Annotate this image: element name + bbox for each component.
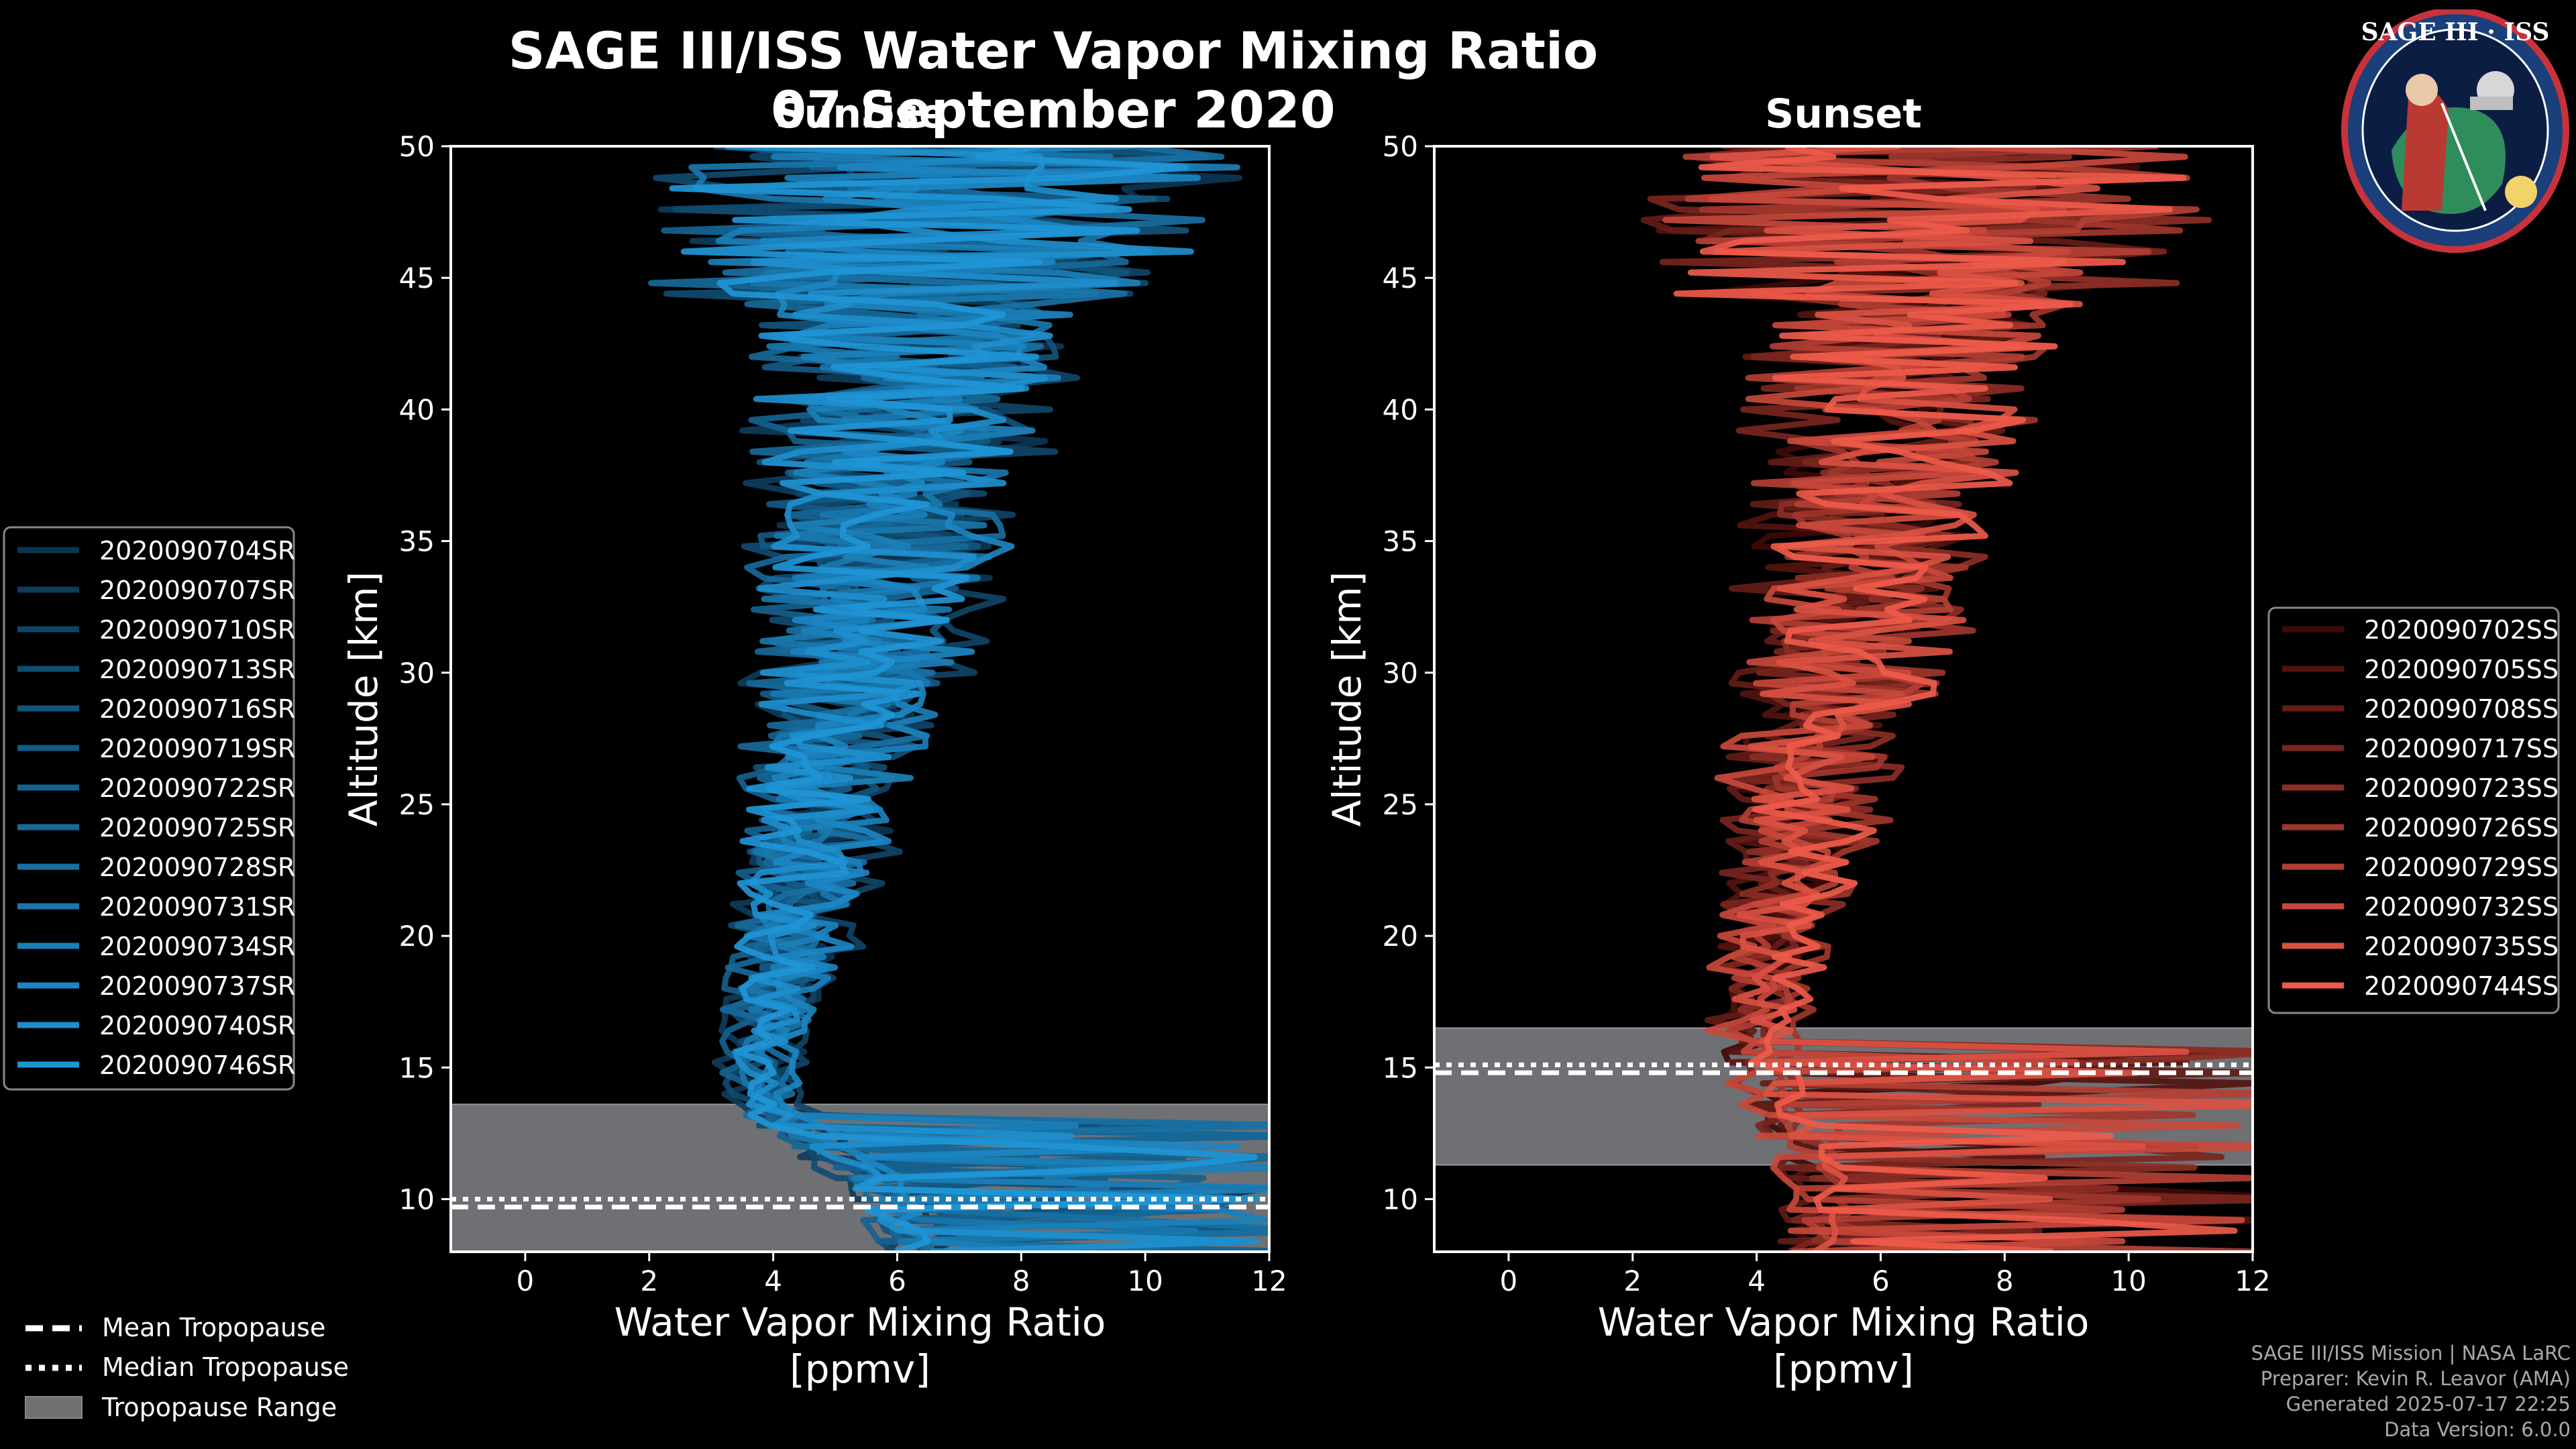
footer-generated: Generated 2025-07-17 22:25	[2286, 1393, 2571, 1415]
chart-title: SAGE III/ISS Water Vapor Mixing Ratio	[508, 21, 1599, 80]
sunset-panel: 0 2 4 6 8 10 12 10 15 20 25 30 35 40 45 50 Water Vapor M…	[1324, 130, 2271, 1392]
sunrise-legend-label-2020090737SR: 2020090737SR	[99, 971, 295, 1001]
sunrise-legend-label-2020090725SR: 2020090725SR	[99, 813, 295, 843]
sunrise-legend-label-2020090731SR: 2020090731SR	[99, 892, 295, 922]
sunrise-xtick-label-12: 12	[1251, 1265, 1287, 1297]
sunrise-legend-label-2020090722SR: 2020090722SR	[99, 773, 295, 803]
sunrise-ytick-label-50: 50	[399, 130, 435, 163]
tropopause-range-label: Tropopause Range	[101, 1393, 337, 1422]
sunrise-panel: 0 2 4 6 8 10 12 10 15 20 25 30 35 40 45 50 Water Vapor M…	[341, 130, 1287, 1392]
sunset-ytick-label-45: 45	[1383, 262, 1418, 294]
sunset-label: Sunset	[1765, 91, 1922, 138]
median-tropopause-label: Median Tropopause	[102, 1352, 349, 1382]
sunset-ytick-label-40: 40	[1383, 393, 1418, 426]
sunrise-xlabel-line2: [ppmv]	[790, 1346, 930, 1392]
sunset-legend: 2020090702SS 2020090705SS 2020090708SS 2020…	[2267, 606, 2560, 1014]
sunset-legend-label-2020090729SS: 2020090729SS	[2364, 853, 2559, 882]
footer-mission: SAGE III/ISS Mission | NASA LaRC	[2251, 1342, 2571, 1364]
sunrise-xtick-label-10: 10	[1127, 1265, 1163, 1297]
sunrise-ytick-label-35: 35	[399, 525, 435, 558]
sunrise-legend-label-2020090704SR: 2020090704SR	[99, 536, 295, 566]
sunset-ytick-label-15: 15	[1383, 1051, 1418, 1084]
tropopause-range-swatch	[25, 1396, 83, 1419]
sunset-legend-label-2020090735SS: 2020090735SS	[2364, 932, 2559, 961]
sunset-ytick-label-30: 30	[1383, 657, 1418, 690]
footer-preparer: Preparer: Kevin R. Leavor (AMA)	[2260, 1367, 2571, 1390]
sunrise-ytick-label-40: 40	[399, 393, 435, 426]
sunrise-xlabel-line1: Water Vapor Mixing Ratio	[614, 1299, 1106, 1345]
sunset-legend-label-2020090702SS: 2020090702SS	[2364, 615, 2559, 645]
sunrise-legend-label-2020090728SR: 2020090728SR	[99, 853, 295, 882]
sunrise-legend-label-2020090734SR: 2020090734SR	[99, 932, 295, 961]
sunset-legend-label-2020090732SS: 2020090732SS	[2364, 892, 2559, 922]
sunrise-ytick-label-30: 30	[399, 657, 435, 690]
sunrise-legend-label-2020090713SR: 2020090713SR	[99, 655, 295, 684]
sunrise-ytick-label-25: 25	[399, 788, 435, 821]
sunset-legend-label-2020090705SS: 2020090705SS	[2364, 655, 2559, 684]
sunrise-legend-label-2020090746SR: 2020090746SR	[99, 1051, 295, 1080]
sunrise-profile-2020090737SR	[759, 146, 1250, 1252]
sunrise-xtick-label-4: 4	[764, 1265, 782, 1297]
sunset-ytick-label-25: 25	[1383, 788, 1418, 821]
sunset-legend-label-2020090744SS: 2020090744SS	[2364, 971, 2559, 1001]
sunset-ylabel: Altitude [km]	[1324, 572, 1370, 826]
sunrise-legend-label-2020090716SR: 2020090716SR	[99, 694, 295, 724]
sunrise-xtick-label-2: 2	[640, 1265, 658, 1297]
sunset-axes-frame	[1433, 145, 2254, 1253]
sunset-legend-label-2020090708SS: 2020090708SS	[2364, 694, 2559, 724]
sunrise-legend-label-2020090707SR: 2020090707SR	[99, 576, 295, 605]
sunset-xtick-label-2: 2	[1623, 1265, 1642, 1297]
sunrise-legend-label-2020090740SR: 2020090740SR	[99, 1011, 295, 1040]
sunset-legend-label-2020090723SS: 2020090723SS	[2364, 773, 2559, 803]
sunrise-xtick-label-0: 0	[517, 1265, 535, 1297]
sunrise-ytick-label-45: 45	[399, 262, 435, 294]
sunset-xtick-label-0: 0	[1500, 1265, 1518, 1297]
sunset-xtick-label-10: 10	[2110, 1265, 2146, 1297]
sunrise-profile-2020090746SR	[669, 146, 1258, 1252]
sunrise-xtick-label-8: 8	[1012, 1265, 1030, 1297]
sunrise-axes-frame	[449, 145, 1271, 1253]
sunrise-label: Sunrise	[775, 91, 946, 138]
sunset-ytick-label-20: 20	[1383, 920, 1418, 953]
sunrise-profile-2020090740SR	[725, 146, 1261, 1252]
sunset-profile-2020090744SS	[1673, 146, 2238, 1252]
sunset-ytick-label-10: 10	[1383, 1183, 1418, 1216]
mean-tropopause-label: Mean Tropopause	[102, 1313, 325, 1342]
sunset-legend-label-2020090726SS: 2020090726SS	[2364, 813, 2559, 843]
sunset-xtick-label-8: 8	[1996, 1265, 2014, 1297]
sunrise-legend: 2020090704SR 2020090707SR 2020090710SR 2020…	[3, 526, 295, 1091]
footer-version: Data Version: 6.0.0	[2384, 1418, 2571, 1441]
sunrise-legend-label-2020090710SR: 2020090710SR	[99, 615, 295, 645]
sunset-xtick-label-12: 12	[2235, 1265, 2270, 1297]
sunset-xtick-label-6: 6	[1872, 1265, 1890, 1297]
sunrise-ytick-label-10: 10	[399, 1183, 435, 1216]
sunrise-legend-label-2020090719SR: 2020090719SR	[99, 734, 295, 763]
chart-date: 07 September 2020	[771, 80, 1335, 140]
sunrise-ylabel: Altitude [km]	[341, 572, 386, 826]
sunrise-legend-frame	[3, 526, 295, 1091]
footer-credits: SAGE III/ISS Mission | NASA LaRC Prepare…	[2251, 1340, 2571, 1442]
tropopause-legend: Mean Tropopause Median Tropopause Tropop…	[25, 1313, 349, 1422]
sunset-ytick-label-35: 35	[1383, 525, 1418, 558]
sunset-ytick-label-50: 50	[1383, 130, 1418, 163]
logo-text: SAGE III · ISS	[2361, 18, 2550, 46]
sunset-xtick-label-4: 4	[1748, 1265, 1766, 1297]
sunrise-ytick-label-20: 20	[399, 920, 435, 953]
sunrise-xtick-label-6: 6	[888, 1265, 906, 1297]
sunset-xlabel-line1: Water Vapor Mixing Ratio	[1598, 1299, 2090, 1345]
sunrise-ytick-label-15: 15	[399, 1051, 435, 1084]
sunset-xlabel-line2: [ppmv]	[1773, 1346, 1914, 1392]
sunset-legend-label-2020090717SS: 2020090717SS	[2364, 734, 2559, 763]
sage-iii-iss-logo: SAGE III · ISS	[2341, 7, 2569, 264]
